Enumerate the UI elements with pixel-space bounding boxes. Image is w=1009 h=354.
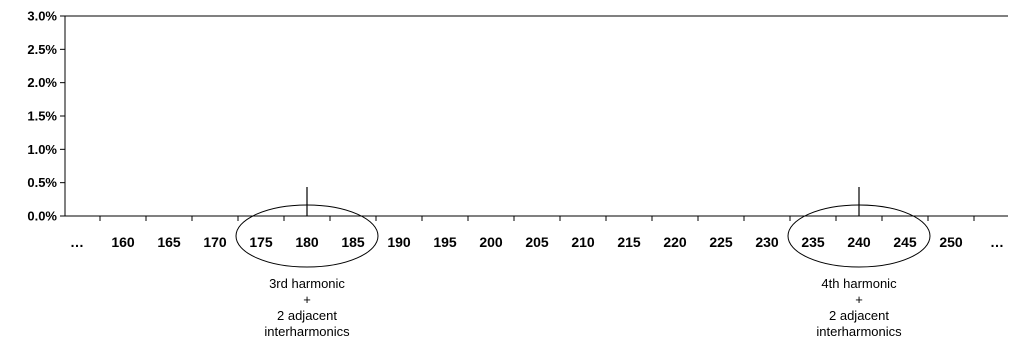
x-tick-label: 215: [617, 234, 641, 250]
x-tick-label: 190: [387, 234, 411, 250]
x-tick-label: 245: [893, 234, 917, 250]
y-tick-label: 3.0%: [27, 9, 57, 24]
x-tick-label: 180: [295, 234, 319, 250]
x-tick-label: 210: [571, 234, 595, 250]
x-tick-label: 170: [203, 234, 227, 250]
y-tick-label: 2.0%: [27, 75, 57, 90]
annotation-line: 3rd harmonic: [269, 276, 345, 291]
x-tick-label: 200: [479, 234, 503, 250]
harmonic-group-ellipse: [235, 204, 379, 268]
x-tick-label: 160: [111, 234, 135, 250]
x-tick-label: 195: [433, 234, 457, 250]
y-tick-label: 0.5%: [27, 175, 57, 190]
y-axis-ticks: 0.0% 0.5% 1.0% 1.5% 2.0% 2.5% 3.0%: [27, 9, 65, 224]
y-tick-label: 1.0%: [27, 142, 57, 157]
x-axis-ticks: … 160 165 170 175 180 185 190 195 200 205 210 215 220…: [70, 216, 1004, 250]
annotation-line: 2 adjacent: [829, 308, 889, 323]
x-tick-label: 185: [341, 234, 365, 250]
harmonic-annotations: 3rd harmonic+2 adjacentinterharmonics4th…: [235, 204, 931, 339]
frequency-markers: [306, 187, 860, 216]
annotation-line: 4th harmonic: [821, 276, 897, 291]
x-tick-label: 165: [157, 234, 181, 250]
harmonic-group-ellipse: [787, 204, 931, 268]
x-tick-label: …: [70, 234, 84, 250]
x-tick-label: 250: [939, 234, 963, 250]
annotation-line: interharmonics: [816, 324, 902, 339]
y-tick-label: 1.5%: [27, 109, 57, 124]
x-tick-label: 220: [663, 234, 687, 250]
x-tick-label: …: [990, 234, 1004, 250]
x-tick-label: 240: [847, 234, 871, 250]
x-tick-label: 225: [709, 234, 733, 250]
annotation-line: interharmonics: [264, 324, 350, 339]
annotation-line: +: [303, 292, 311, 307]
x-tick-label: 205: [525, 234, 549, 250]
x-tick-label: 235: [801, 234, 825, 250]
annotation-line: +: [855, 292, 863, 307]
x-tick-label: 230: [755, 234, 779, 250]
y-tick-label: 2.5%: [27, 42, 57, 57]
annotation-line: 2 adjacent: [277, 308, 337, 323]
y-tick-label: 0.0%: [27, 209, 57, 224]
x-tick-label: 175: [249, 234, 273, 250]
